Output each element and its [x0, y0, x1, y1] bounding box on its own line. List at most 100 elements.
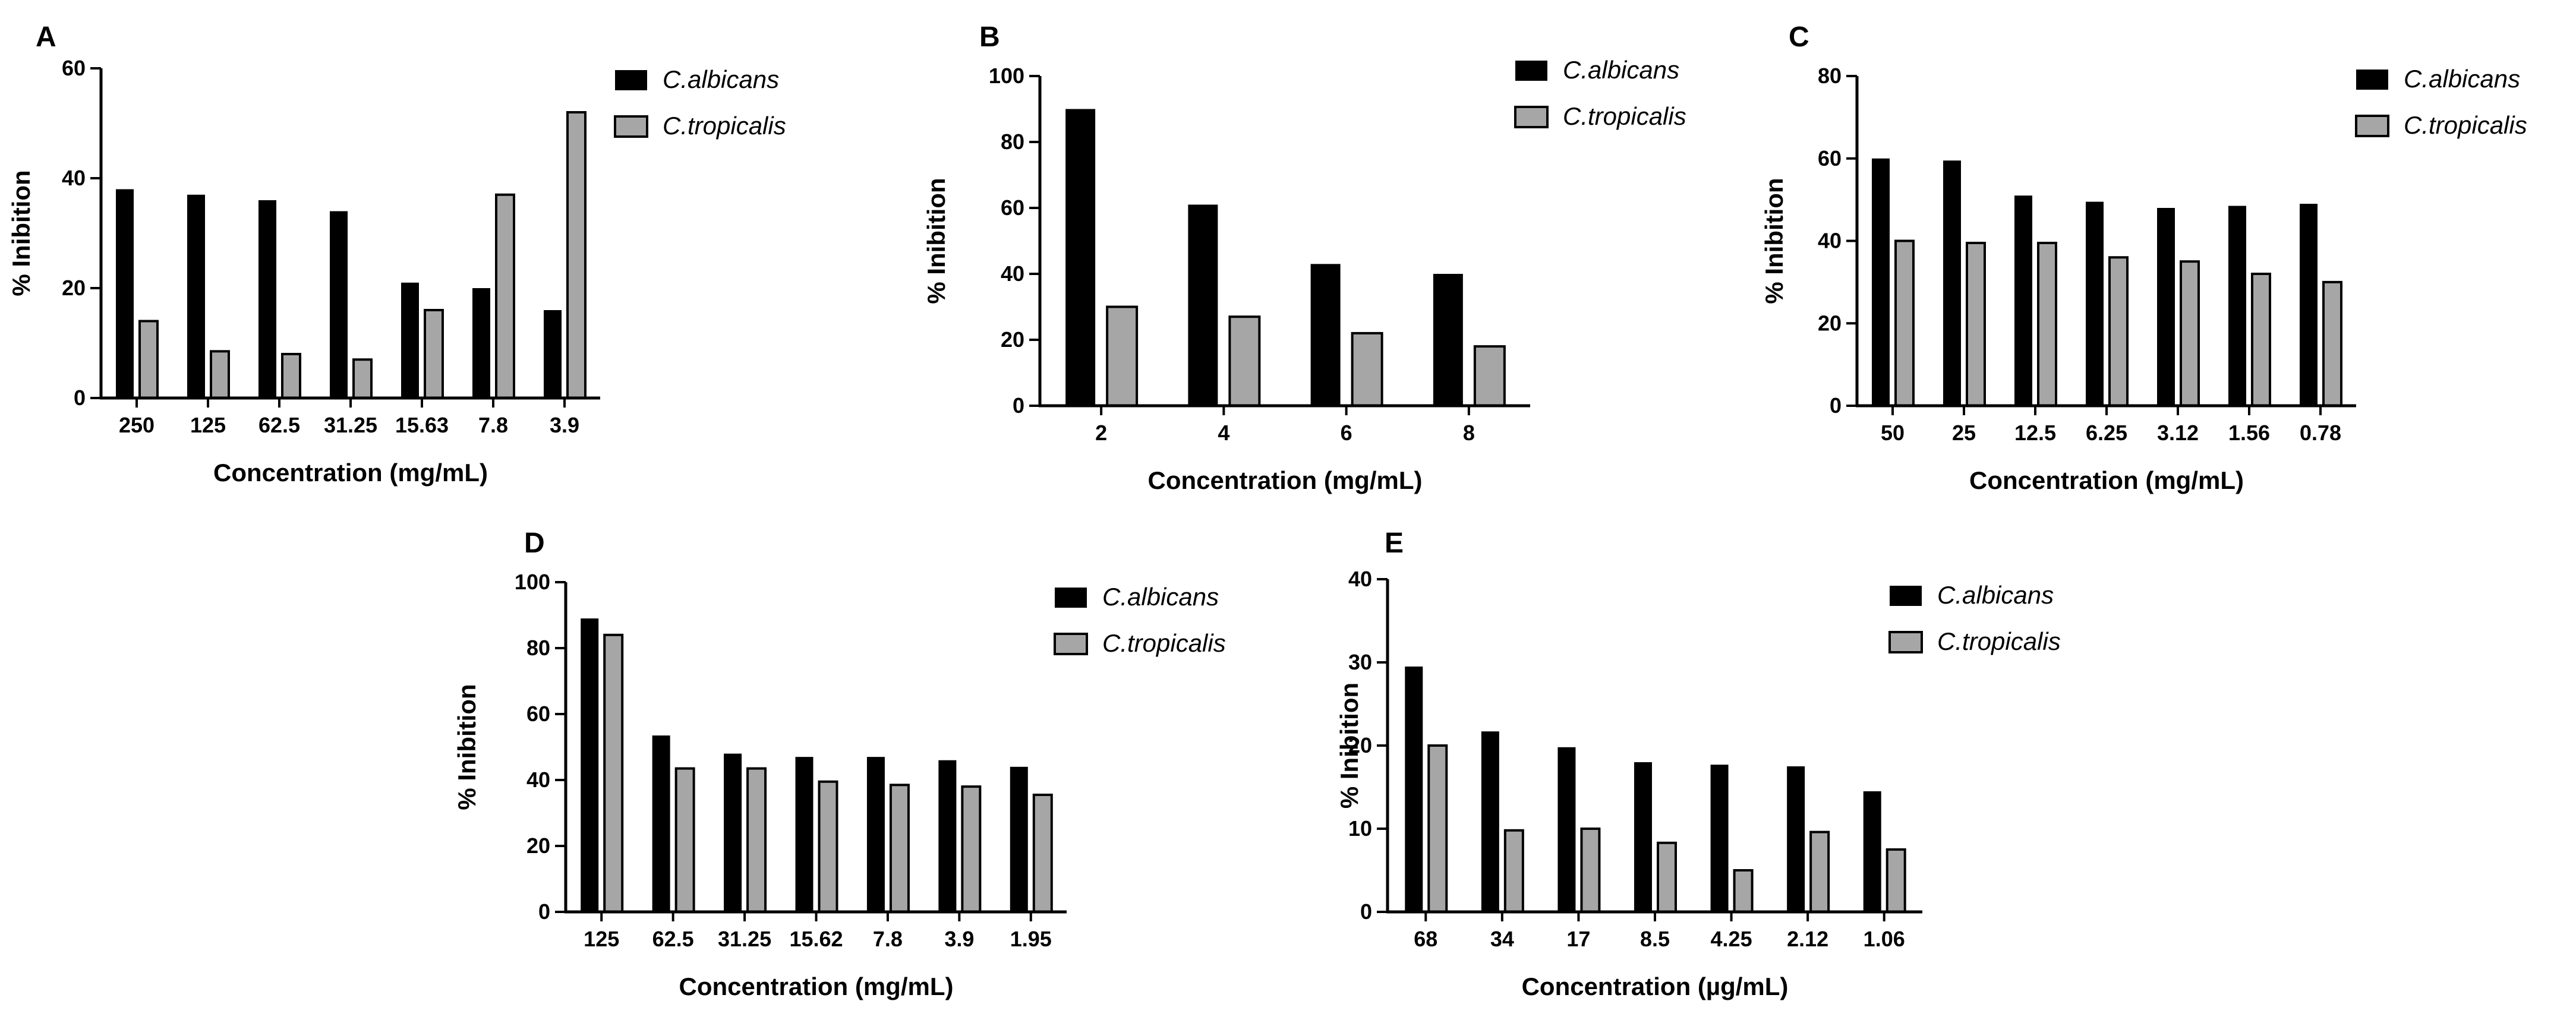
x-tick-label: 3.9	[550, 413, 579, 437]
bar-tropicalis-4	[424, 309, 444, 399]
y-axis-title: % Inibition	[1335, 683, 1363, 809]
legend-label-albicans: C.albicans	[1102, 583, 1219, 611]
bar-albicans-2	[724, 753, 742, 912]
bar-albicans-1	[1943, 160, 1961, 406]
legend-swatch-albicans	[1890, 586, 1922, 606]
y-tick-label: 40	[1818, 229, 1842, 253]
bar-tropicalis-1	[1966, 241, 1986, 407]
bar-albicans-0	[1405, 667, 1423, 912]
legend-label-albicans: C.albicans	[2404, 65, 2520, 93]
legend-swatch-albicans	[1055, 588, 1087, 608]
legend-label-albicans: C.albicans	[1563, 56, 1679, 84]
bar-albicans-3	[1634, 762, 1652, 912]
y-tick-label: 80	[1818, 64, 1842, 88]
bar-tropicalis-0	[138, 320, 159, 399]
bar-tropicalis-1	[210, 350, 230, 399]
y-tick-label: 60	[1001, 195, 1024, 220]
bar-albicans-0	[581, 618, 599, 912]
x-tick-label: 31.25	[718, 927, 771, 951]
x-tick-label: 6.25	[2086, 421, 2127, 445]
bar-tropicalis-2	[746, 767, 767, 913]
chart-panel-a: A 0 20 40 60 250 125 62.5 31.25 15.63 7.8 3.9 Concen…	[7, 21, 786, 487]
y-axis-title: % Inibition	[922, 178, 950, 304]
bar-tropicalis-0	[1106, 305, 1139, 407]
bar-albicans-1	[187, 194, 205, 398]
y-tick-label: 40	[62, 166, 86, 190]
bar-albicans-6	[544, 310, 562, 398]
x-tick-label: 3.9	[944, 927, 974, 951]
bar-tropicalis-5	[495, 193, 515, 399]
x-tick-label: 3.12	[2157, 421, 2199, 445]
bar-albicans-4	[866, 757, 885, 912]
y-tick-label: 20	[1818, 311, 1842, 335]
x-tick-label: 125	[190, 413, 226, 437]
legend-swatch-albicans	[1515, 61, 1547, 81]
y-tick-label: 0	[538, 899, 550, 924]
bar-tropicalis-3	[1473, 345, 1506, 407]
bar-tropicalis-2	[1580, 828, 1601, 913]
y-axis-title: % Inibition	[1760, 178, 1788, 304]
bar-albicans-0	[116, 189, 134, 398]
panel-letter: B	[979, 21, 1000, 53]
y-tick-label: 40	[1001, 261, 1024, 286]
bar-albicans-1	[1188, 204, 1218, 406]
y-tick-label: 60	[1818, 146, 1842, 170]
x-tick-label: 4.25	[1711, 927, 1752, 951]
legend-label-tropicalis: C.tropicalis	[1937, 627, 2061, 655]
legend-swatch-tropicalis	[1888, 631, 1923, 653]
bar-tropicalis-3	[352, 358, 373, 399]
legend-label-tropicalis: C.tropicalis	[1102, 629, 1226, 657]
bar-tropicalis-0	[603, 633, 624, 914]
bar-tropicalis-4	[1733, 869, 1754, 913]
x-tick-label: 34	[1490, 927, 1514, 951]
legend-label-tropicalis: C.tropicalis	[1563, 102, 1686, 130]
bar-albicans-2	[2014, 195, 2032, 406]
bar-tropicalis-1	[1228, 315, 1261, 408]
bar-albicans-6	[2300, 204, 2318, 406]
chart-panel-b: B 0 20 40 60 80 100 2 4 6 8 Concentration (mg/mL) % …	[922, 21, 1686, 494]
panel-letter: E	[1385, 528, 1404, 559]
legend-swatch-tropicalis	[614, 115, 648, 138]
x-tick-label: 15.62	[789, 927, 843, 951]
bar-albicans-5	[938, 760, 957, 912]
x-tick-label: 8	[1463, 421, 1475, 445]
y-tick-label: 30	[1348, 650, 1372, 674]
x-axis-title: Concentration (mg/mL)	[1969, 466, 2244, 494]
legend-label-tropicalis: C.tropicalis	[2404, 111, 2527, 139]
bar-albicans-1	[1481, 731, 1499, 912]
y-tick-label: 40	[1348, 567, 1372, 591]
x-tick-label: 50	[1881, 421, 1905, 445]
y-tick-label: 0	[1013, 393, 1024, 418]
x-tick-label: 7.8	[873, 927, 903, 951]
x-tick-label: 2.12	[1787, 927, 1828, 951]
x-axis-title: Concentration (µg/mL)	[1522, 972, 1789, 1000]
x-tick-label: 17	[1566, 927, 1590, 951]
y-tick-label: 60	[62, 56, 86, 80]
x-axis-title: Concentration (mg/mL)	[1148, 466, 1423, 494]
y-tick-label: 80	[526, 636, 550, 660]
bar-albicans-6	[1010, 766, 1028, 912]
y-tick-label: 60	[526, 702, 550, 726]
chart-panel-d: D 0 20 40 60 80 100 125 62.5 31.25 15.62 7.8 3.9 1.95…	[453, 528, 1226, 1000]
y-tick-label: 0	[1360, 899, 1372, 924]
y-tick-label: 20	[1001, 327, 1024, 352]
bar-albicans-5	[472, 288, 490, 398]
y-tick-label: 20	[62, 276, 86, 300]
y-tick-label: 20	[526, 833, 550, 858]
y-tick-label: 80	[1001, 130, 1024, 154]
x-tick-label: 7.8	[478, 413, 508, 437]
x-tick-label: 125	[584, 927, 619, 951]
panel-letter: A	[36, 21, 56, 53]
x-tick-label: 62.5	[258, 413, 300, 437]
bar-tropicalis-2	[1351, 331, 1383, 408]
bar-albicans-5	[2228, 206, 2246, 406]
bar-tropicalis-5	[2251, 273, 2271, 407]
chart-panel-e: E 0 10 20 30 40 68 34 17 8.5 4.25 2.12 1.06 Concentra…	[1335, 528, 2061, 1000]
bar-albicans-3	[330, 211, 348, 398]
legend-label-albicans: C.albicans	[663, 65, 779, 93]
x-tick-label: 12.5	[2014, 421, 2056, 445]
bar-tropicalis-2	[281, 353, 301, 399]
legend-swatch-albicans	[2356, 70, 2388, 90]
bar-tropicalis-4	[2180, 260, 2200, 407]
bar-tropicalis-6	[1032, 793, 1053, 913]
